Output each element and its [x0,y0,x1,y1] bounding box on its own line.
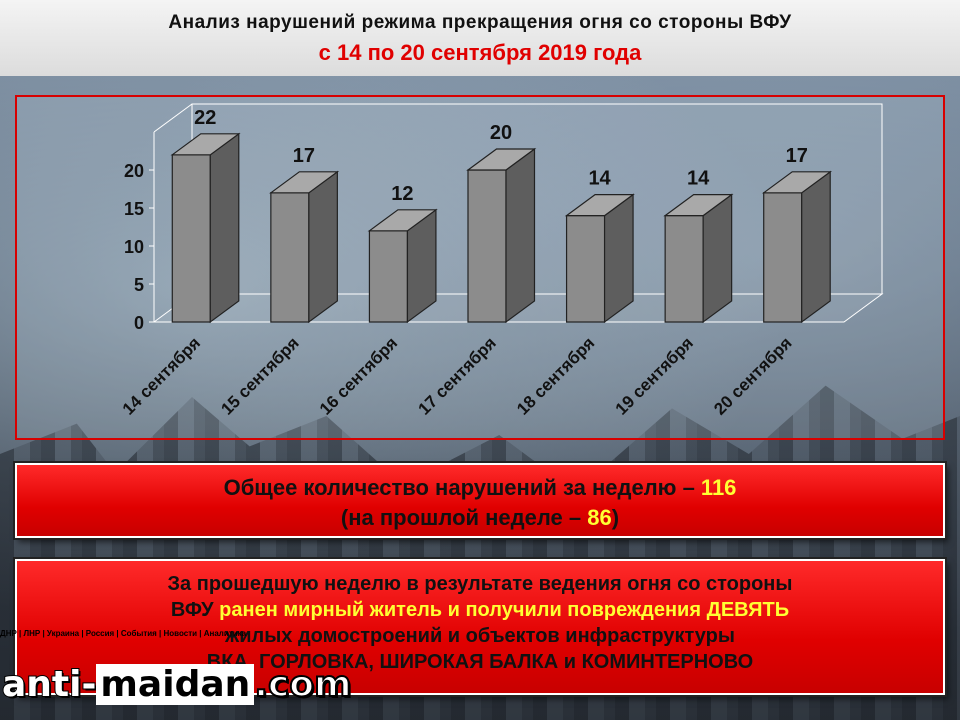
bar-value-label: 14 [687,168,710,190]
page-subtitle: с 14 по 20 сентября 2019 года [318,40,642,65]
details-line-1: За прошедшую неделю в результате ведения… [167,573,793,595]
bar-front [664,214,704,323]
x-category-label: 16 сентября [316,333,401,418]
bar-top [170,133,241,156]
x-category-label: 14 сентября [119,333,204,418]
details-line-4: ВКА, ГОРЛОВКА, ШИРОКАЯ БАЛКА и КОМИНТЕРН… [206,651,754,673]
summary-line-1: Общее количество нарушений за неделю – 1… [17,473,943,503]
bar-top [663,193,734,217]
summary-prev-value: 86 [587,505,612,530]
bar-value-label: 12 [391,183,413,205]
bar-front [270,192,310,323]
details-line-2: ВФУ ранен мирный житель и получили повре… [37,597,923,623]
bar-side [505,147,536,324]
bar-chart: 0 5 10 15 20 22 14 сентября 17 15 сентября 12 16 с… [119,103,884,419]
x-category-label: 18 сентября [513,333,598,418]
bar-front [467,169,507,323]
bar-value-label: 22 [194,107,216,129]
bar-front [763,192,803,323]
y-tick-label: 20 [124,161,144,181]
bar-top [367,209,438,232]
watermark-strip: ДНР | ЛНР | Украина | Россия | События |… [0,629,247,638]
y-tick-label: 15 [124,199,144,219]
summary-box: Общее количество нарушений за неделю – 1… [15,463,945,538]
bar-value-label: 17 [786,145,808,167]
chart-frame: 0 5 10 15 20 22 14 сентября 17 15 сентября 12 16 с… [15,95,945,440]
summary-prev-text: (на прошлой неделе – [340,505,588,530]
bar-value-label: 14 [588,168,611,190]
bar-front [565,214,606,323]
summary-prev-close: ) [611,505,620,530]
logo-part-3: .com [253,663,352,706]
bar-value-label: 17 [293,145,315,167]
x-category-label: 15 сентября [217,333,302,418]
y-tick-label: 10 [124,237,144,257]
bar-side [603,193,634,324]
details-line-2-highlight: ранен мирный житель и получили поврежден… [219,599,702,621]
y-tick-label: 5 [134,275,144,295]
bar-top [269,171,340,194]
x-category-label: 19 сентября [612,333,697,418]
y-axis-top-edge [153,103,193,133]
summary-line-2: (на прошлой неделе – 86) [17,503,943,533]
logo-part-1: anti- [1,663,97,706]
page-title: Анализ нарушений режима прекращения огня… [168,12,792,33]
summary-text: Общее количество нарушений за неделю – [223,475,701,500]
details-line-2-highlight2: ДЕВЯТЬ [701,599,790,621]
x-category-label: 20 сентября [710,333,795,418]
bar-side [209,132,240,324]
bar-top [761,171,833,194]
bar-front [171,154,211,323]
bar-top [564,193,635,217]
bar-value-label: 20 [490,122,512,144]
details-line-2-prefix: ВФУ [170,599,220,621]
bar-side [801,170,831,324]
bar-top [466,148,537,171]
bar-side [702,193,733,324]
bar-side [308,170,338,324]
x-category-label: 17 сентября [415,333,500,418]
y-tick-label: 0 [134,313,144,333]
details-line-3: жилых домостроений и объектов инфраструк… [225,625,735,647]
logo-part-2: maidan [96,664,255,705]
bar-front [368,230,409,323]
header-banner: Анализ нарушений режима прекращения огня… [0,0,960,76]
watermark-logo: anti-maidan .com [1,657,362,713]
summary-total-value: 116 [700,475,737,500]
